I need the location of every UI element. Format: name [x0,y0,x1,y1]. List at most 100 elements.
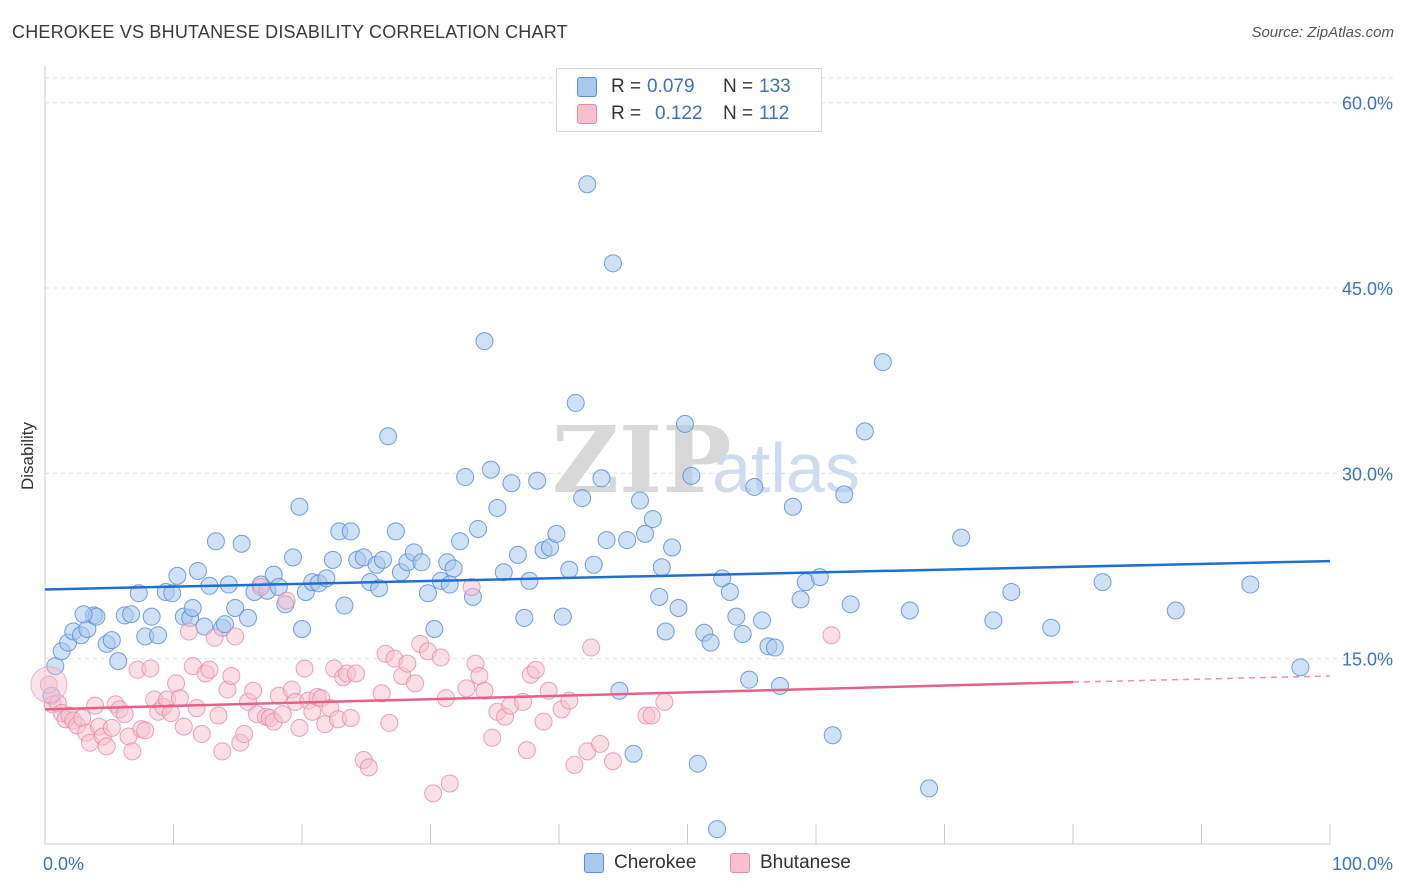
chart-title: CHEROKEE VS BHUTANESE DISABILITY CORRELA… [12,22,568,42]
bhutanese-point [603,752,622,771]
y-tick-label: 15.0% [1342,650,1393,670]
cherokee-point [122,605,141,624]
legend-row-cherokee: R = 0.079 N = 133 [577,75,791,99]
y-axis-label: Disability [18,421,37,490]
legend: R = 0.079 N = 133 R = 0.122 N = 112 [556,68,822,132]
cherokee-swatch [584,853,604,873]
cherokee-point [1166,601,1185,620]
cherokee-point [370,579,389,598]
cherokee-point [578,175,597,194]
cherokee-point [688,754,707,773]
bhutanese-point [526,660,545,679]
cherokee-point [900,601,919,620]
cherokee-point [835,485,854,504]
cherokee-point [1093,573,1112,592]
cherokee-point [592,469,611,488]
cherokee-point [1002,582,1021,601]
bhutanese-point [424,784,443,803]
cherokee-point [323,550,342,569]
cherokee-point [783,497,802,516]
bhutanese-point [462,578,481,597]
legend-r-value: 0.079 [647,76,695,97]
cherokee-point [206,532,225,551]
cherokee-point [682,466,701,485]
cherokee-point [494,563,513,582]
bhutanese-point [440,774,459,793]
cherokee-point [418,584,437,603]
bhutanese-trend-extension [1072,675,1331,683]
bhutanese-points [30,578,841,803]
cherokee-point [456,468,475,487]
cherokee-point [239,608,258,627]
bhutanese-point [86,696,105,715]
bhutanese-point [170,689,189,708]
bottom-legend: Cherokee Bhutanese [0,852,1406,876]
bhutanese-point [642,706,661,725]
cherokee-point [765,638,784,657]
cherokee-point [284,548,303,567]
bhutanese-point [406,674,425,693]
bhutanese-point [475,681,494,700]
bhutanese-point [226,627,245,646]
cherokee-point [701,633,720,652]
bhutanese-point [290,718,309,737]
bhutanese-point [167,674,186,693]
cherokee-point [475,332,494,351]
bhutanese-point [115,705,134,724]
bhutanese-point [102,718,121,737]
bhutanese-point [483,728,502,747]
bhutanese-point [380,713,399,732]
bhutanese-point [457,679,476,698]
bhutanese-point [273,705,292,724]
cherokee-point [643,510,662,529]
cherokee-point [386,522,405,541]
cherokee-point [269,578,288,597]
bhutanese-point [39,675,58,694]
cherokee-point [771,676,790,695]
cherokee-point [740,670,759,689]
cherokee-point [791,590,810,609]
bottom-legend-bhutanese: Bhutanese [730,852,851,874]
cherokee-point [984,611,1003,630]
bhutanese-point [591,734,610,753]
cherokee-point [553,607,572,626]
bhutanese-point [161,704,180,723]
x-tick-label-start: 0.0% [43,854,84,874]
legend-n-value: 112 [759,103,790,124]
bhutanese-point [431,648,450,667]
bhutanese-point [565,755,584,774]
cherokee-point [1042,618,1061,637]
cherokee-point [290,497,309,516]
legend-n-value: 133 [759,76,791,97]
x-tick-label-end: 100.0% [1332,854,1393,874]
bhutanese-point [295,659,314,678]
cherokee-point [753,611,772,630]
bhutanese-point [136,721,155,740]
cherokee-point [163,584,182,603]
cherokee-point [102,631,121,650]
bhutanese-point [213,742,232,761]
cherokee-trend-line [44,559,1331,591]
bhutanese-point [346,664,365,683]
cherokee-point [708,820,727,839]
bhutanese-point [534,712,553,731]
cherokee-point [515,608,534,627]
bhutanese-point [123,742,142,761]
bhutanese-point [372,684,391,703]
cherokee-point [440,575,459,594]
legend-r-label: R = [611,76,642,97]
cherokee-point [720,582,739,601]
y-tick-label: 60.0% [1342,94,1393,114]
cherokee-point [597,531,616,550]
cherokee-point [873,353,892,372]
cherokee-point [469,519,488,538]
cherokee-point [610,681,629,700]
cherokee-point [547,524,566,543]
bhutanese-point [209,706,228,725]
cherokee-point [675,414,694,433]
cherokee-swatch [577,77,597,97]
bottom-legend-cherokee: Cherokee [584,852,696,874]
cherokee-point [652,558,671,577]
cherokee-point [855,422,874,441]
